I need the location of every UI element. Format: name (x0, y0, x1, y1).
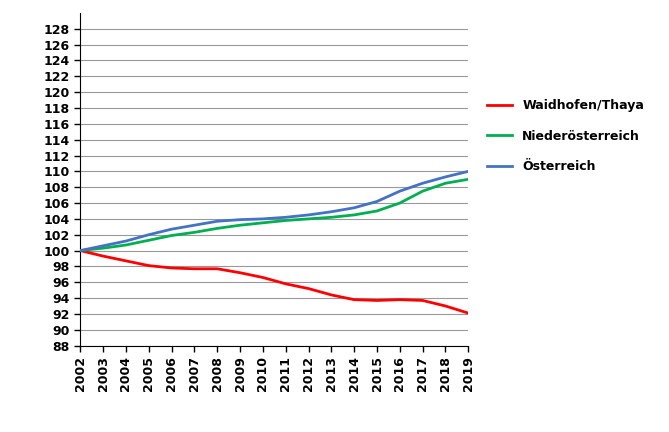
Niederösterreich (259, 220, 267, 226)
Niederösterreich (373, 208, 381, 213)
Waidhofen/Thaya (396, 297, 404, 302)
Waidhofen/Thaya (167, 265, 175, 270)
Waidhofen/Thaya (76, 248, 84, 253)
Niederösterreich (213, 226, 221, 231)
Waidhofen/Thaya (442, 303, 450, 308)
Österreich (464, 169, 472, 174)
Österreich (442, 174, 450, 180)
Niederösterreich (419, 188, 427, 194)
Niederösterreich (304, 216, 312, 222)
Österreich (282, 215, 290, 220)
Österreich (213, 219, 221, 224)
Waidhofen/Thaya (236, 270, 244, 275)
Niederösterreich (464, 177, 472, 182)
Österreich (76, 248, 84, 253)
Waidhofen/Thaya (191, 266, 199, 271)
Waidhofen/Thaya (373, 298, 381, 303)
Österreich (327, 209, 335, 214)
Niederösterreich (442, 181, 450, 186)
Line: Niederösterreich: Niederösterreich (80, 179, 468, 251)
Niederösterreich (191, 230, 199, 235)
Line: Österreich: Österreich (80, 172, 468, 251)
Waidhofen/Thaya (99, 254, 107, 259)
Waidhofen/Thaya (213, 266, 221, 271)
Niederösterreich (236, 222, 244, 228)
Waidhofen/Thaya (419, 298, 427, 303)
Österreich (304, 212, 312, 217)
Österreich (122, 238, 130, 244)
Österreich (419, 181, 427, 186)
Österreich (99, 243, 107, 248)
Österreich (236, 217, 244, 222)
Österreich (259, 216, 267, 222)
Waidhofen/Thaya (327, 292, 335, 298)
Österreich (350, 205, 358, 210)
Niederösterreich (167, 233, 175, 238)
Österreich (167, 226, 175, 232)
Österreich (191, 222, 199, 228)
Österreich (373, 199, 381, 204)
Niederösterreich (350, 212, 358, 217)
Österreich (145, 232, 153, 237)
Line: Waidhofen/Thaya: Waidhofen/Thaya (80, 251, 468, 313)
Niederösterreich (327, 215, 335, 220)
Waidhofen/Thaya (464, 311, 472, 316)
Waidhofen/Thaya (304, 286, 312, 291)
Niederösterreich (122, 242, 130, 248)
Legend: Waidhofen/Thaya, Niederösterreich, Österreich: Waidhofen/Thaya, Niederösterreich, Öster… (482, 94, 649, 178)
Niederösterreich (282, 218, 290, 223)
Niederösterreich (145, 238, 153, 243)
Österreich (396, 188, 404, 194)
Niederösterreich (396, 200, 404, 206)
Niederösterreich (99, 245, 107, 251)
Waidhofen/Thaya (122, 258, 130, 264)
Waidhofen/Thaya (145, 263, 153, 268)
Waidhofen/Thaya (350, 297, 358, 302)
Waidhofen/Thaya (259, 275, 267, 280)
Waidhofen/Thaya (282, 281, 290, 286)
Niederösterreich (76, 248, 84, 253)
